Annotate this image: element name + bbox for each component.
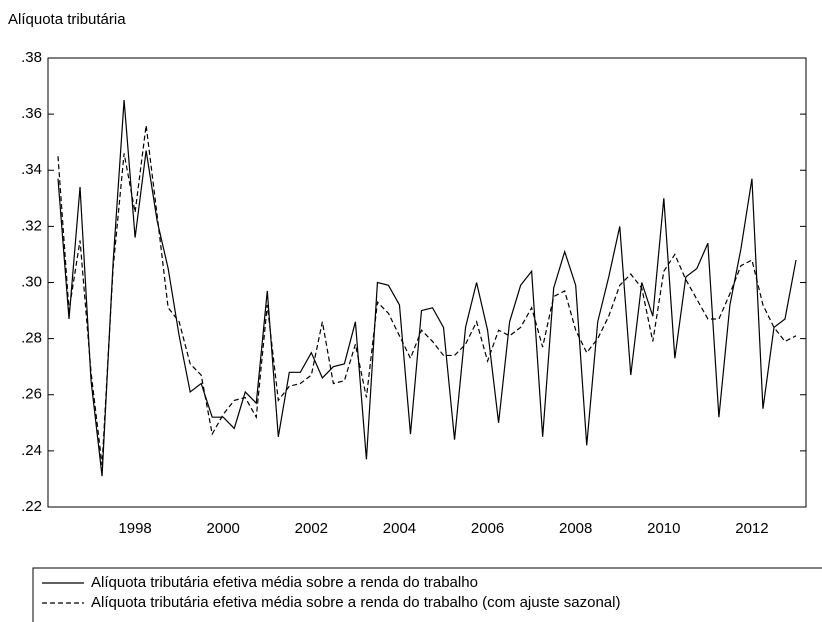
x-tick-label: 1998 xyxy=(118,520,151,537)
x-tick-label: 2002 xyxy=(295,520,328,537)
y-tick-label: .24 xyxy=(21,442,42,459)
legend-box xyxy=(32,567,822,622)
y-tick-label: .38 xyxy=(21,49,42,66)
x-tick-label: 2010 xyxy=(647,520,680,537)
y-tick-label: .36 xyxy=(21,105,42,122)
x-tick-label: 2008 xyxy=(559,520,592,537)
y-tick-label: .28 xyxy=(21,330,42,347)
chart-title: Alíquota tributária xyxy=(8,11,126,28)
series-line xyxy=(57,100,797,477)
y-tick-label: .30 xyxy=(21,273,42,290)
y-tick-label: .34 xyxy=(21,161,42,178)
y-tick-label: .22 xyxy=(21,498,42,515)
x-tick-label: 2000 xyxy=(207,520,240,537)
x-tick-label: 2004 xyxy=(383,520,416,537)
legend-label: Alíquota tributária efetiva média sobre … xyxy=(91,574,478,591)
y-tick-label: .26 xyxy=(21,386,42,403)
series-line xyxy=(57,125,797,465)
legend-label: Alíquota tributária efetiva média sobre … xyxy=(91,594,620,611)
x-tick-label: 2006 xyxy=(471,520,504,537)
plot-frame xyxy=(47,57,807,508)
y-tick-label: .32 xyxy=(21,217,42,234)
x-tick-label: 2012 xyxy=(735,520,768,537)
